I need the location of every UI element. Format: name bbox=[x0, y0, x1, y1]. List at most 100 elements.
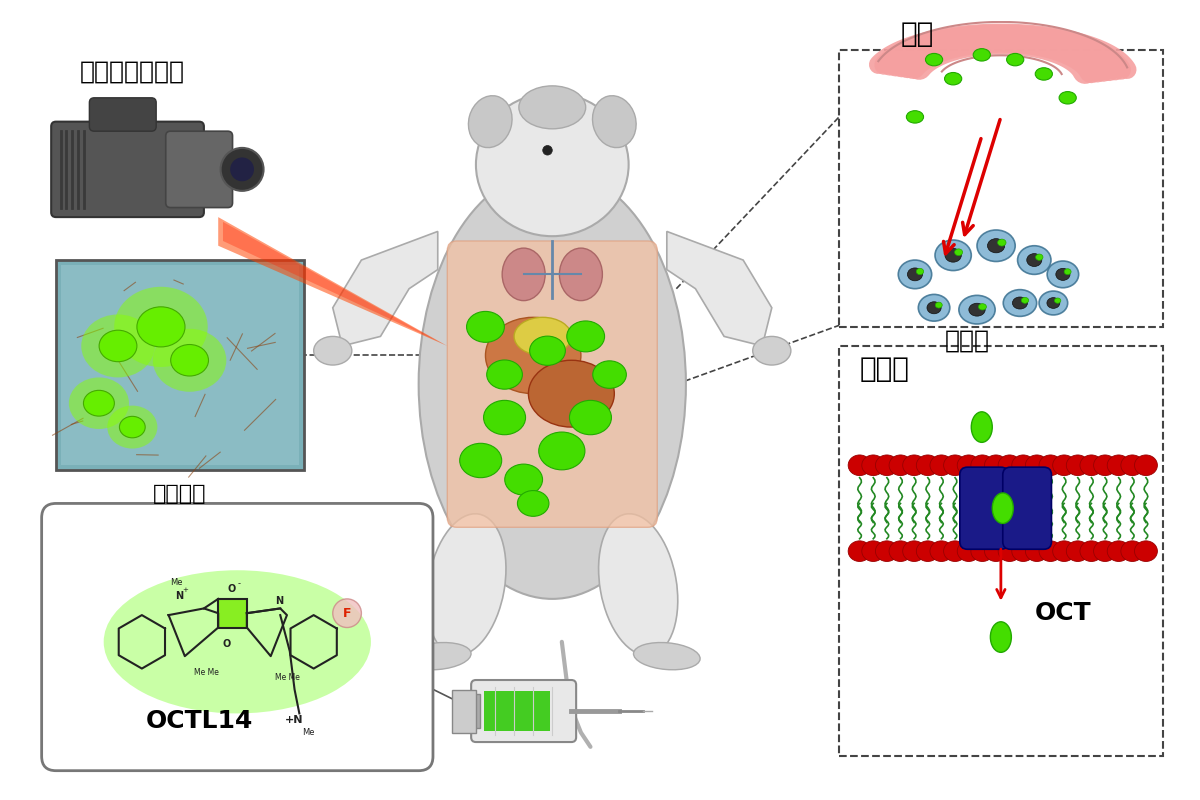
Ellipse shape bbox=[570, 400, 612, 434]
Ellipse shape bbox=[82, 314, 155, 378]
FancyBboxPatch shape bbox=[52, 122, 204, 217]
Polygon shape bbox=[332, 231, 438, 346]
FancyBboxPatch shape bbox=[839, 346, 1163, 756]
Ellipse shape bbox=[1039, 541, 1062, 562]
Text: Me: Me bbox=[302, 728, 314, 738]
Ellipse shape bbox=[599, 514, 678, 655]
Ellipse shape bbox=[1064, 269, 1072, 274]
Ellipse shape bbox=[332, 599, 361, 627]
Ellipse shape bbox=[926, 302, 941, 314]
Ellipse shape bbox=[906, 110, 924, 123]
Ellipse shape bbox=[902, 455, 925, 475]
Ellipse shape bbox=[848, 455, 871, 475]
Ellipse shape bbox=[917, 268, 924, 274]
Ellipse shape bbox=[971, 455, 994, 475]
Ellipse shape bbox=[902, 541, 925, 562]
Ellipse shape bbox=[998, 541, 1021, 562]
Ellipse shape bbox=[990, 622, 1012, 652]
Ellipse shape bbox=[917, 541, 940, 562]
Text: 癌細胞: 癌細胞 bbox=[944, 329, 990, 353]
Ellipse shape bbox=[943, 455, 966, 475]
Text: O: O bbox=[223, 638, 232, 649]
Ellipse shape bbox=[1026, 455, 1049, 475]
FancyBboxPatch shape bbox=[1003, 467, 1051, 550]
Ellipse shape bbox=[1012, 455, 1034, 475]
Ellipse shape bbox=[1048, 261, 1079, 288]
Ellipse shape bbox=[518, 86, 586, 129]
Ellipse shape bbox=[876, 455, 899, 475]
Ellipse shape bbox=[1052, 541, 1075, 562]
Text: 細胞膜: 細胞膜 bbox=[859, 355, 910, 383]
Ellipse shape bbox=[539, 432, 584, 470]
FancyBboxPatch shape bbox=[61, 265, 299, 466]
Ellipse shape bbox=[419, 170, 686, 599]
Ellipse shape bbox=[978, 304, 986, 310]
Text: Me: Me bbox=[170, 578, 182, 586]
Ellipse shape bbox=[1093, 541, 1116, 562]
Ellipse shape bbox=[958, 541, 980, 562]
Text: 腹膜播種: 腹膜播種 bbox=[154, 484, 206, 504]
Ellipse shape bbox=[1026, 541, 1049, 562]
Ellipse shape bbox=[427, 514, 506, 655]
Ellipse shape bbox=[998, 455, 1021, 475]
FancyBboxPatch shape bbox=[839, 50, 1163, 327]
Ellipse shape bbox=[100, 330, 137, 362]
Ellipse shape bbox=[984, 541, 1008, 562]
Ellipse shape bbox=[1039, 291, 1068, 315]
Ellipse shape bbox=[1046, 298, 1060, 308]
Ellipse shape bbox=[152, 329, 227, 392]
Ellipse shape bbox=[1018, 246, 1051, 274]
Ellipse shape bbox=[848, 541, 871, 562]
Ellipse shape bbox=[925, 54, 943, 66]
Ellipse shape bbox=[1134, 455, 1157, 475]
Ellipse shape bbox=[566, 321, 605, 352]
Ellipse shape bbox=[460, 443, 502, 478]
Ellipse shape bbox=[542, 146, 552, 155]
Polygon shape bbox=[667, 231, 772, 346]
Ellipse shape bbox=[1036, 254, 1043, 260]
Ellipse shape bbox=[944, 73, 961, 85]
Ellipse shape bbox=[487, 360, 522, 389]
Ellipse shape bbox=[1012, 541, 1034, 562]
Text: 近赤外線カメラ: 近赤外線カメラ bbox=[80, 59, 185, 83]
Ellipse shape bbox=[502, 248, 545, 301]
Ellipse shape bbox=[918, 294, 950, 321]
Ellipse shape bbox=[943, 541, 966, 562]
Ellipse shape bbox=[1013, 297, 1027, 309]
Ellipse shape bbox=[1052, 455, 1075, 475]
Ellipse shape bbox=[930, 455, 953, 475]
Ellipse shape bbox=[968, 303, 985, 316]
Ellipse shape bbox=[559, 248, 602, 301]
Ellipse shape bbox=[1108, 455, 1130, 475]
Ellipse shape bbox=[107, 406, 157, 449]
FancyBboxPatch shape bbox=[472, 680, 576, 742]
Ellipse shape bbox=[514, 318, 571, 355]
Ellipse shape bbox=[1007, 54, 1024, 66]
Ellipse shape bbox=[1108, 541, 1130, 562]
Ellipse shape bbox=[505, 464, 542, 495]
Ellipse shape bbox=[103, 570, 371, 714]
Ellipse shape bbox=[114, 286, 208, 367]
Ellipse shape bbox=[170, 345, 209, 376]
Ellipse shape bbox=[1080, 541, 1103, 562]
Ellipse shape bbox=[971, 541, 994, 562]
Ellipse shape bbox=[973, 49, 990, 61]
Ellipse shape bbox=[1021, 298, 1028, 303]
Text: N: N bbox=[175, 591, 184, 601]
Ellipse shape bbox=[876, 541, 899, 562]
Ellipse shape bbox=[1060, 91, 1076, 104]
Ellipse shape bbox=[988, 238, 1004, 253]
Ellipse shape bbox=[1056, 268, 1070, 280]
Ellipse shape bbox=[1080, 455, 1103, 475]
FancyBboxPatch shape bbox=[42, 503, 433, 770]
Ellipse shape bbox=[992, 493, 1013, 523]
Ellipse shape bbox=[221, 148, 264, 191]
Ellipse shape bbox=[313, 337, 352, 365]
Ellipse shape bbox=[120, 416, 145, 438]
Text: -: - bbox=[238, 579, 240, 589]
Ellipse shape bbox=[935, 240, 971, 270]
FancyBboxPatch shape bbox=[468, 694, 480, 728]
Ellipse shape bbox=[517, 490, 548, 516]
Ellipse shape bbox=[1036, 68, 1052, 80]
Ellipse shape bbox=[404, 642, 472, 670]
